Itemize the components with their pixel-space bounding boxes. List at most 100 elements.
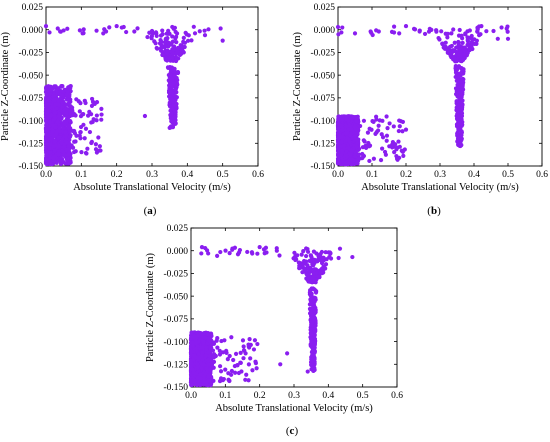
x-tick-label: 0.6 [252, 170, 264, 180]
x-tick-label: 0.2 [111, 170, 123, 180]
data-point [45, 110, 50, 115]
data-point [340, 25, 345, 30]
data-point [250, 251, 255, 256]
data-point [343, 161, 348, 167]
data-point [198, 376, 203, 381]
data-point [65, 90, 70, 95]
data-point [422, 31, 428, 37]
data-point [376, 128, 381, 133]
x-axis-title: Absolute Translational Velocity (m/s) [73, 182, 231, 193]
data-point [384, 114, 389, 119]
data-point [461, 47, 467, 52]
data-point [460, 103, 465, 108]
data-point [168, 116, 173, 121]
data-point [312, 295, 317, 300]
data-point [44, 153, 49, 158]
data-point [368, 29, 373, 34]
data-point [452, 48, 457, 54]
data-point [160, 52, 165, 58]
data-point [66, 147, 71, 152]
data-point [53, 102, 58, 107]
data-points [43, 23, 225, 167]
data-point [350, 115, 355, 120]
data-point [305, 263, 310, 268]
panel-a: 0.0 0.1 0.2 0.3 0.4 0.5 0.6 0.025 0.000 -0.025 -0.… [0, 3, 264, 217]
data-point [217, 352, 223, 357]
data-point [401, 153, 406, 158]
data-point [447, 44, 453, 49]
data-point [491, 28, 496, 34]
data-point [173, 87, 178, 92]
data-point [349, 126, 354, 131]
data-point [206, 27, 211, 32]
data-point [314, 273, 319, 278]
data-point [93, 147, 99, 152]
data-point [403, 23, 409, 29]
data-point [380, 146, 385, 151]
data-point [308, 290, 313, 295]
data-point [458, 53, 463, 58]
y-tick-label: -0.150 [163, 383, 188, 393]
data-point [220, 38, 225, 43]
data-point [336, 150, 341, 155]
data-point [367, 158, 372, 164]
data-point [246, 362, 251, 367]
data-point [181, 50, 186, 55]
data-point [387, 121, 392, 126]
data-point [505, 36, 511, 41]
data-point [172, 73, 177, 78]
data-point [55, 91, 60, 96]
data-point [206, 251, 211, 256]
data-point [463, 31, 468, 36]
data-point [211, 378, 216, 383]
data-point [318, 252, 323, 257]
x-tick-label: 0.5 [217, 170, 229, 180]
data-point [85, 146, 90, 151]
data-point [224, 348, 229, 354]
data-point [70, 108, 75, 113]
data-point [311, 353, 316, 359]
x-tick-label: 0.5 [357, 391, 369, 401]
data-point [132, 29, 137, 34]
data-point [346, 161, 351, 166]
data-point [195, 333, 200, 338]
data-point [311, 305, 316, 310]
data-point [56, 151, 61, 156]
x-tick-label: 0.0 [185, 391, 197, 401]
data-point [223, 248, 228, 253]
data-point [253, 360, 259, 366]
data-point [44, 149, 50, 154]
data-point [452, 40, 457, 45]
data-point [241, 344, 246, 349]
data-point [397, 31, 402, 36]
data-point [352, 125, 358, 130]
data-point [396, 128, 401, 134]
data-point [190, 340, 195, 346]
data-point [218, 26, 223, 31]
data-point [158, 48, 164, 53]
data-point [145, 34, 150, 40]
data-point [167, 57, 172, 62]
data-point [171, 103, 176, 108]
data-point [346, 118, 351, 123]
x-tick-label: 0.3 [288, 391, 300, 401]
data-point [305, 249, 311, 254]
data-point [201, 362, 207, 368]
data-point [376, 29, 381, 34]
data-point [454, 58, 459, 63]
y-tick-label: 0.025 [167, 224, 189, 234]
data-point [344, 148, 349, 154]
data-point [44, 157, 49, 163]
data-point [457, 102, 462, 107]
data-point [254, 366, 259, 371]
data-point [82, 136, 87, 141]
data-point [49, 87, 54, 93]
data-point [64, 140, 69, 145]
data-point [293, 253, 298, 259]
y-tick-label: -0.050 [163, 292, 188, 302]
data-point [495, 36, 500, 41]
data-point [459, 66, 464, 71]
data-point [358, 123, 363, 129]
data-point [182, 40, 188, 45]
data-point [58, 93, 64, 98]
